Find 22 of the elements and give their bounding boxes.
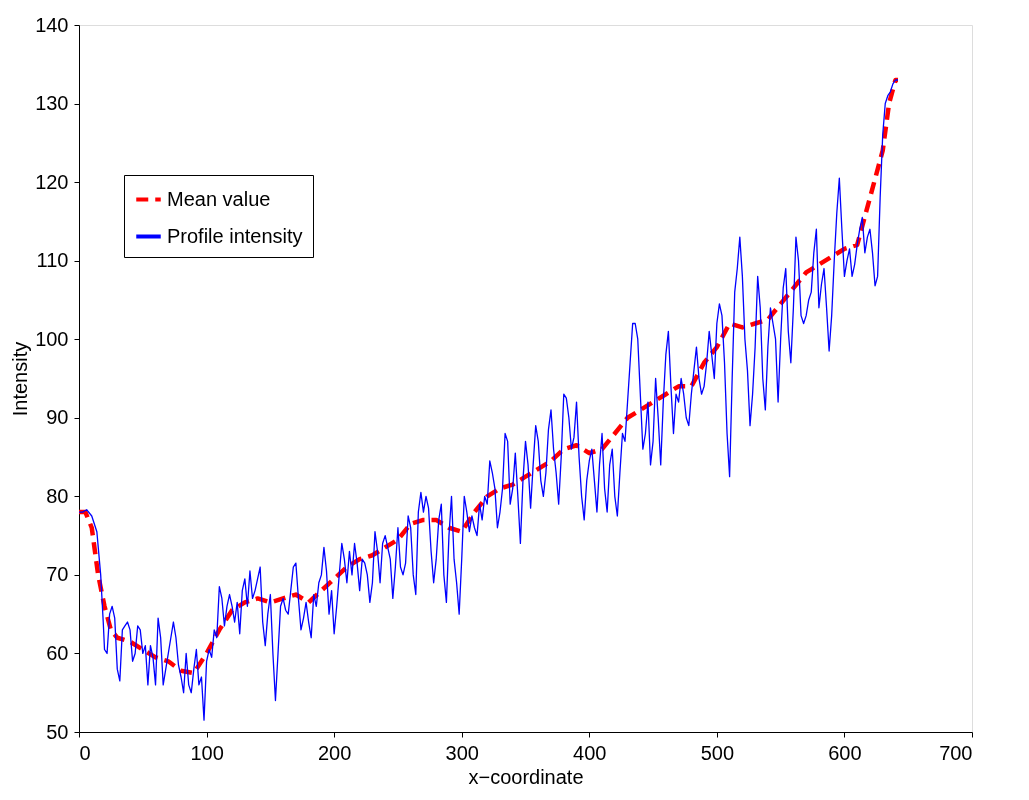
legend-label: Profile intensity (167, 224, 303, 247)
y-tick-label: 110 (36, 249, 69, 272)
x-tick-label: 300 (445, 741, 479, 764)
y-tick-label: 140 (35, 13, 69, 36)
y-axis-title: Intensity (9, 341, 32, 417)
y-tick-label: 70 (46, 563, 69, 586)
legend-label: Mean value (167, 187, 271, 210)
y-tick-label: 120 (35, 170, 69, 193)
y-tick-label: 50 (46, 720, 69, 743)
x-tick-label: 100 (190, 741, 224, 764)
x-tick-label: 700 (939, 741, 973, 764)
y-tick-label: 100 (35, 327, 69, 350)
x-tick-label: 400 (573, 741, 607, 764)
y-tick-label: 80 (46, 484, 69, 507)
x-tick-label: 600 (828, 741, 862, 764)
y-tick-label: 60 (46, 641, 69, 664)
x-axis-title: x−coordinate (468, 765, 584, 788)
y-tick-label: 130 (35, 92, 69, 115)
x-tick-label: 200 (317, 741, 352, 764)
y-tick-label: 90 (46, 406, 69, 429)
x-tick-label: 500 (700, 741, 735, 764)
x-tick-label: 0 (79, 741, 91, 764)
